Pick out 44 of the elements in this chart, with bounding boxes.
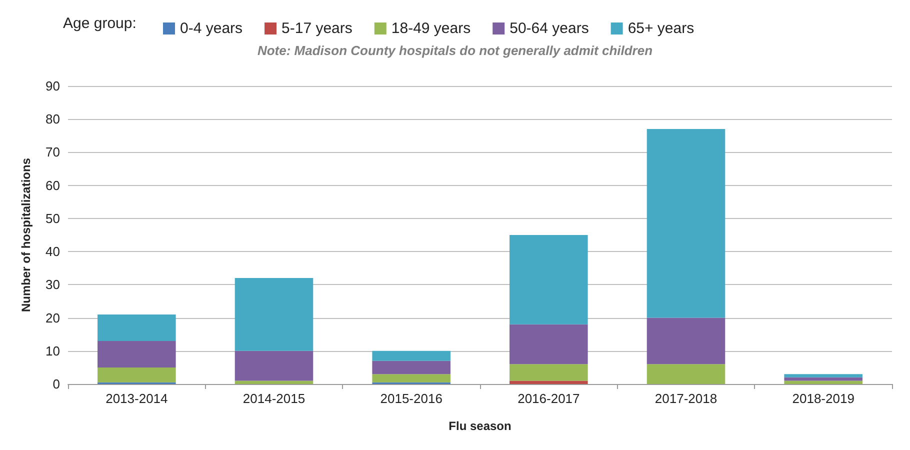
- legend-label: 65+ years: [628, 20, 694, 37]
- bar: [98, 340, 176, 368]
- bar: [372, 360, 450, 374]
- bar: [646, 129, 726, 318]
- x-axis-title: Flu season: [448, 419, 512, 433]
- y-tick-label: 50: [46, 210, 60, 226]
- y-axis-title: Number of hospitalizations: [19, 158, 33, 312]
- bar: [784, 374, 862, 378]
- bar: [234, 350, 314, 381]
- bar: [510, 380, 588, 384]
- x-tick-label: 2015-2016: [380, 391, 442, 406]
- x-tick-label: 2014-2015: [242, 391, 306, 406]
- bar: [784, 377, 862, 381]
- bar: [98, 314, 176, 341]
- legend-label: 0-4 years: [180, 20, 243, 37]
- x-tick-label: 2016-2017: [518, 391, 580, 406]
- x-tick-label: 2017-2018: [654, 391, 718, 406]
- y-tick-label: 80: [46, 112, 60, 127]
- text: Note: Madison County hospitals do not generally admit children: [257, 43, 653, 58]
- bar: [510, 364, 588, 381]
- bar: [510, 324, 588, 364]
- legend-label: 50-64 years: [510, 20, 589, 37]
- bar: [784, 380, 862, 384]
- y-tick-label: 30: [46, 277, 60, 292]
- bar: [646, 364, 726, 384]
- y-tick-label: 90: [46, 78, 60, 94]
- y-tick-label: 70: [46, 144, 60, 160]
- y-tick-label: 10: [46, 343, 60, 358]
- y-tick-label: 40: [46, 244, 60, 260]
- y-tick-label: 0: [52, 376, 60, 392]
- bar: [234, 380, 314, 384]
- y-tick-label: 20: [46, 310, 60, 326]
- bar: [372, 374, 450, 382]
- y-tick-label: 60: [46, 178, 60, 193]
- bar: [646, 318, 726, 364]
- bar: [372, 350, 450, 361]
- legend-label: 5-17 years: [282, 20, 352, 37]
- bar: [234, 278, 314, 351]
- bar: [510, 235, 588, 324]
- legend-label: 18-49 years: [391, 20, 471, 37]
- x-tick-label: 2013-2014: [106, 391, 168, 406]
- bar: [98, 367, 176, 382]
- legend-title: Age group:: [63, 15, 136, 32]
- x-tick-label: 2018-2019: [792, 391, 854, 406]
